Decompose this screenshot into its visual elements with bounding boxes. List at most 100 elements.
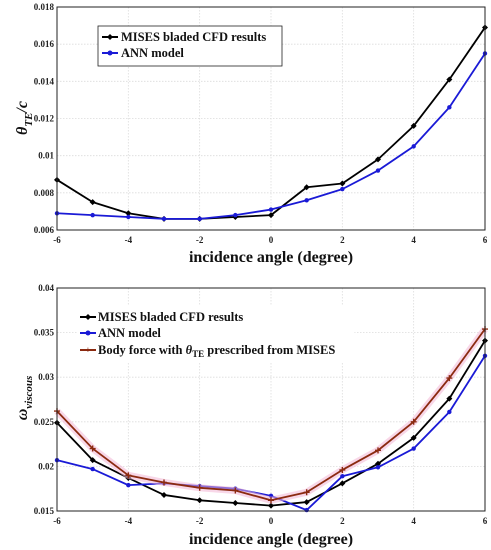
data-point-mises-bladed-cfd-results — [268, 502, 274, 509]
legend-label-mises: MISES bladed CFD results — [121, 30, 266, 44]
x-tick-label: 0 — [269, 516, 274, 526]
legend: MISES bladed CFD results ANN model + Bod… — [77, 305, 355, 363]
x-axis-label: incidence angle (degree) — [189, 531, 353, 548]
y-tick-label: 0.04 — [38, 283, 54, 293]
data-point-body-force — [339, 466, 346, 473]
data-point-mises-bladed-cfd-results — [89, 457, 96, 464]
data-point-ann-model — [268, 207, 274, 212]
data-point-body-force — [161, 479, 167, 486]
data-point-body-force — [125, 472, 132, 479]
y-tick-label: 0.014 — [34, 76, 55, 86]
series-lines — [54, 326, 488, 513]
series-lines — [54, 24, 488, 222]
data-point-ann-model — [90, 212, 95, 218]
data-point-body-force — [89, 445, 96, 452]
legend: MISES bladed CFD results ANN model — [97, 25, 283, 67]
y-tick-labels: 0.006 0.008 0.01 0.012 0.014 0.016 0.018 — [34, 2, 55, 235]
data-point-mises-bladed-cfd-results — [125, 210, 132, 217]
y-tick-label: 0.02 — [38, 461, 54, 471]
data-point-mises-bladed-cfd-results — [303, 184, 310, 191]
data-point-ann-model — [197, 216, 202, 222]
legend-label-bodyforce: Body force with θTE prescribed from MISE… — [98, 343, 335, 359]
plot-frame — [56, 287, 486, 512]
x-tick-label: -6 — [53, 516, 61, 526]
legend-label-bodyforce-theta: θ — [186, 343, 193, 357]
data-point-mises-bladed-cfd-results — [410, 434, 417, 441]
data-point-body-force — [410, 418, 417, 425]
data-point-mises-bladed-cfd-results — [232, 499, 239, 506]
y-axis-label-subscript: TE — [23, 113, 35, 127]
legend-marker-bodyforce: + — [85, 345, 90, 355]
x-axis-label: incidence angle (degree) — [189, 249, 353, 266]
data-point-body-force — [268, 497, 274, 504]
y-axis-label-subscript: viscous — [23, 376, 35, 409]
data-point-mises-bladed-cfd-results — [375, 156, 381, 163]
legend-marker-mises — [85, 314, 91, 320]
legend-label-mises: MISES bladed CFD results — [98, 310, 243, 324]
y-axis-label-symbol: ω — [14, 409, 31, 421]
y-axis-label: ωviscous — [14, 376, 35, 421]
data-point-ann-model — [447, 409, 452, 415]
y-tick-label: 0.012 — [34, 114, 55, 124]
y-axis-label-symbol: θ — [14, 126, 31, 135]
data-point-body-force — [375, 447, 381, 454]
data-point-ann-model — [90, 466, 95, 472]
y-tick-label: 0.008 — [34, 188, 55, 198]
x-tick-label: -2 — [196, 516, 204, 526]
data-point-mises-bladed-cfd-results — [89, 199, 96, 206]
data-point-mises-bladed-cfd-results — [375, 460, 381, 467]
legend-box — [97, 25, 283, 67]
y-tick-labels: 0.015 0.02 0.025 0.03 0.035 0.04 — [34, 283, 55, 516]
x-tick-label: -4 — [125, 516, 133, 526]
y-tick-label: 0.016 — [34, 39, 55, 49]
data-point-mises-bladed-cfd-results — [161, 491, 167, 498]
x-tick-label: -2 — [196, 235, 204, 245]
y-axis-label: θTE/c — [14, 101, 35, 135]
x-tick-label: 4 — [411, 235, 416, 245]
data-point-mises-bladed-cfd-results — [446, 76, 453, 83]
x-tick-labels: -6 -4 -2 0 2 4 6 — [53, 235, 488, 245]
y-tick-label: 0.018 — [34, 2, 55, 12]
data-point-ann-model — [375, 168, 381, 173]
data-point-ann-model — [304, 198, 309, 203]
data-point-ann-model — [340, 186, 345, 192]
data-point-ann-model — [375, 465, 381, 470]
legend-label-ann: ANN model — [98, 326, 161, 340]
x-tick-label: 4 — [411, 516, 416, 526]
y-tick-label: 0.035 — [34, 328, 55, 338]
data-point-mises-bladed-cfd-results — [446, 395, 453, 402]
data-point-ann-model — [126, 214, 131, 220]
data-point-ann-model — [411, 446, 416, 451]
plot-frame — [56, 6, 486, 231]
x-tick-label: 2 — [340, 516, 345, 526]
y-tick-label: 0.03 — [38, 372, 54, 382]
data-point-ann-model — [233, 212, 238, 218]
y-tick-label: 0.006 — [34, 225, 55, 235]
x-tick-label: 2 — [340, 235, 345, 245]
x-tick-label: -4 — [125, 235, 133, 245]
data-point-ann-model — [126, 482, 131, 488]
data-point-mises-bladed-cfd-results — [339, 480, 346, 487]
legend-box — [77, 305, 355, 363]
data-point-ann-model — [447, 105, 452, 110]
x-tick-label: 0 — [269, 235, 274, 245]
x-tick-label: -6 — [53, 235, 61, 245]
legend-label-bodyforce-sub: TE — [192, 349, 204, 359]
legend-label-bodyforce-suffix: prescribed from MISES — [204, 343, 335, 357]
data-point-body-force — [446, 375, 453, 382]
y-tick-label: 0.025 — [34, 417, 55, 427]
data-point-ann-model — [304, 507, 309, 513]
y-tick-label: 0.015 — [34, 506, 55, 516]
data-point-mises-bladed-cfd-results — [196, 497, 203, 504]
data-point-ann-model — [340, 474, 345, 479]
y-tick-label: 0.01 — [38, 151, 54, 161]
data-point-body-force — [303, 489, 310, 496]
legend-label-bodyforce-prefix: Body force with — [98, 343, 186, 357]
data-point-mises-bladed-cfd-results — [410, 122, 417, 129]
chart-theta-te: 0.006 0.008 0.01 0.012 0.014 0.016 0.018 -6 -4 -… — [14, 2, 488, 266]
data-point-ann-model — [161, 216, 167, 222]
legend-marker-ann — [85, 330, 91, 336]
data-point-mises-bladed-cfd-results — [339, 180, 346, 187]
legend-marker-mises — [107, 34, 113, 40]
